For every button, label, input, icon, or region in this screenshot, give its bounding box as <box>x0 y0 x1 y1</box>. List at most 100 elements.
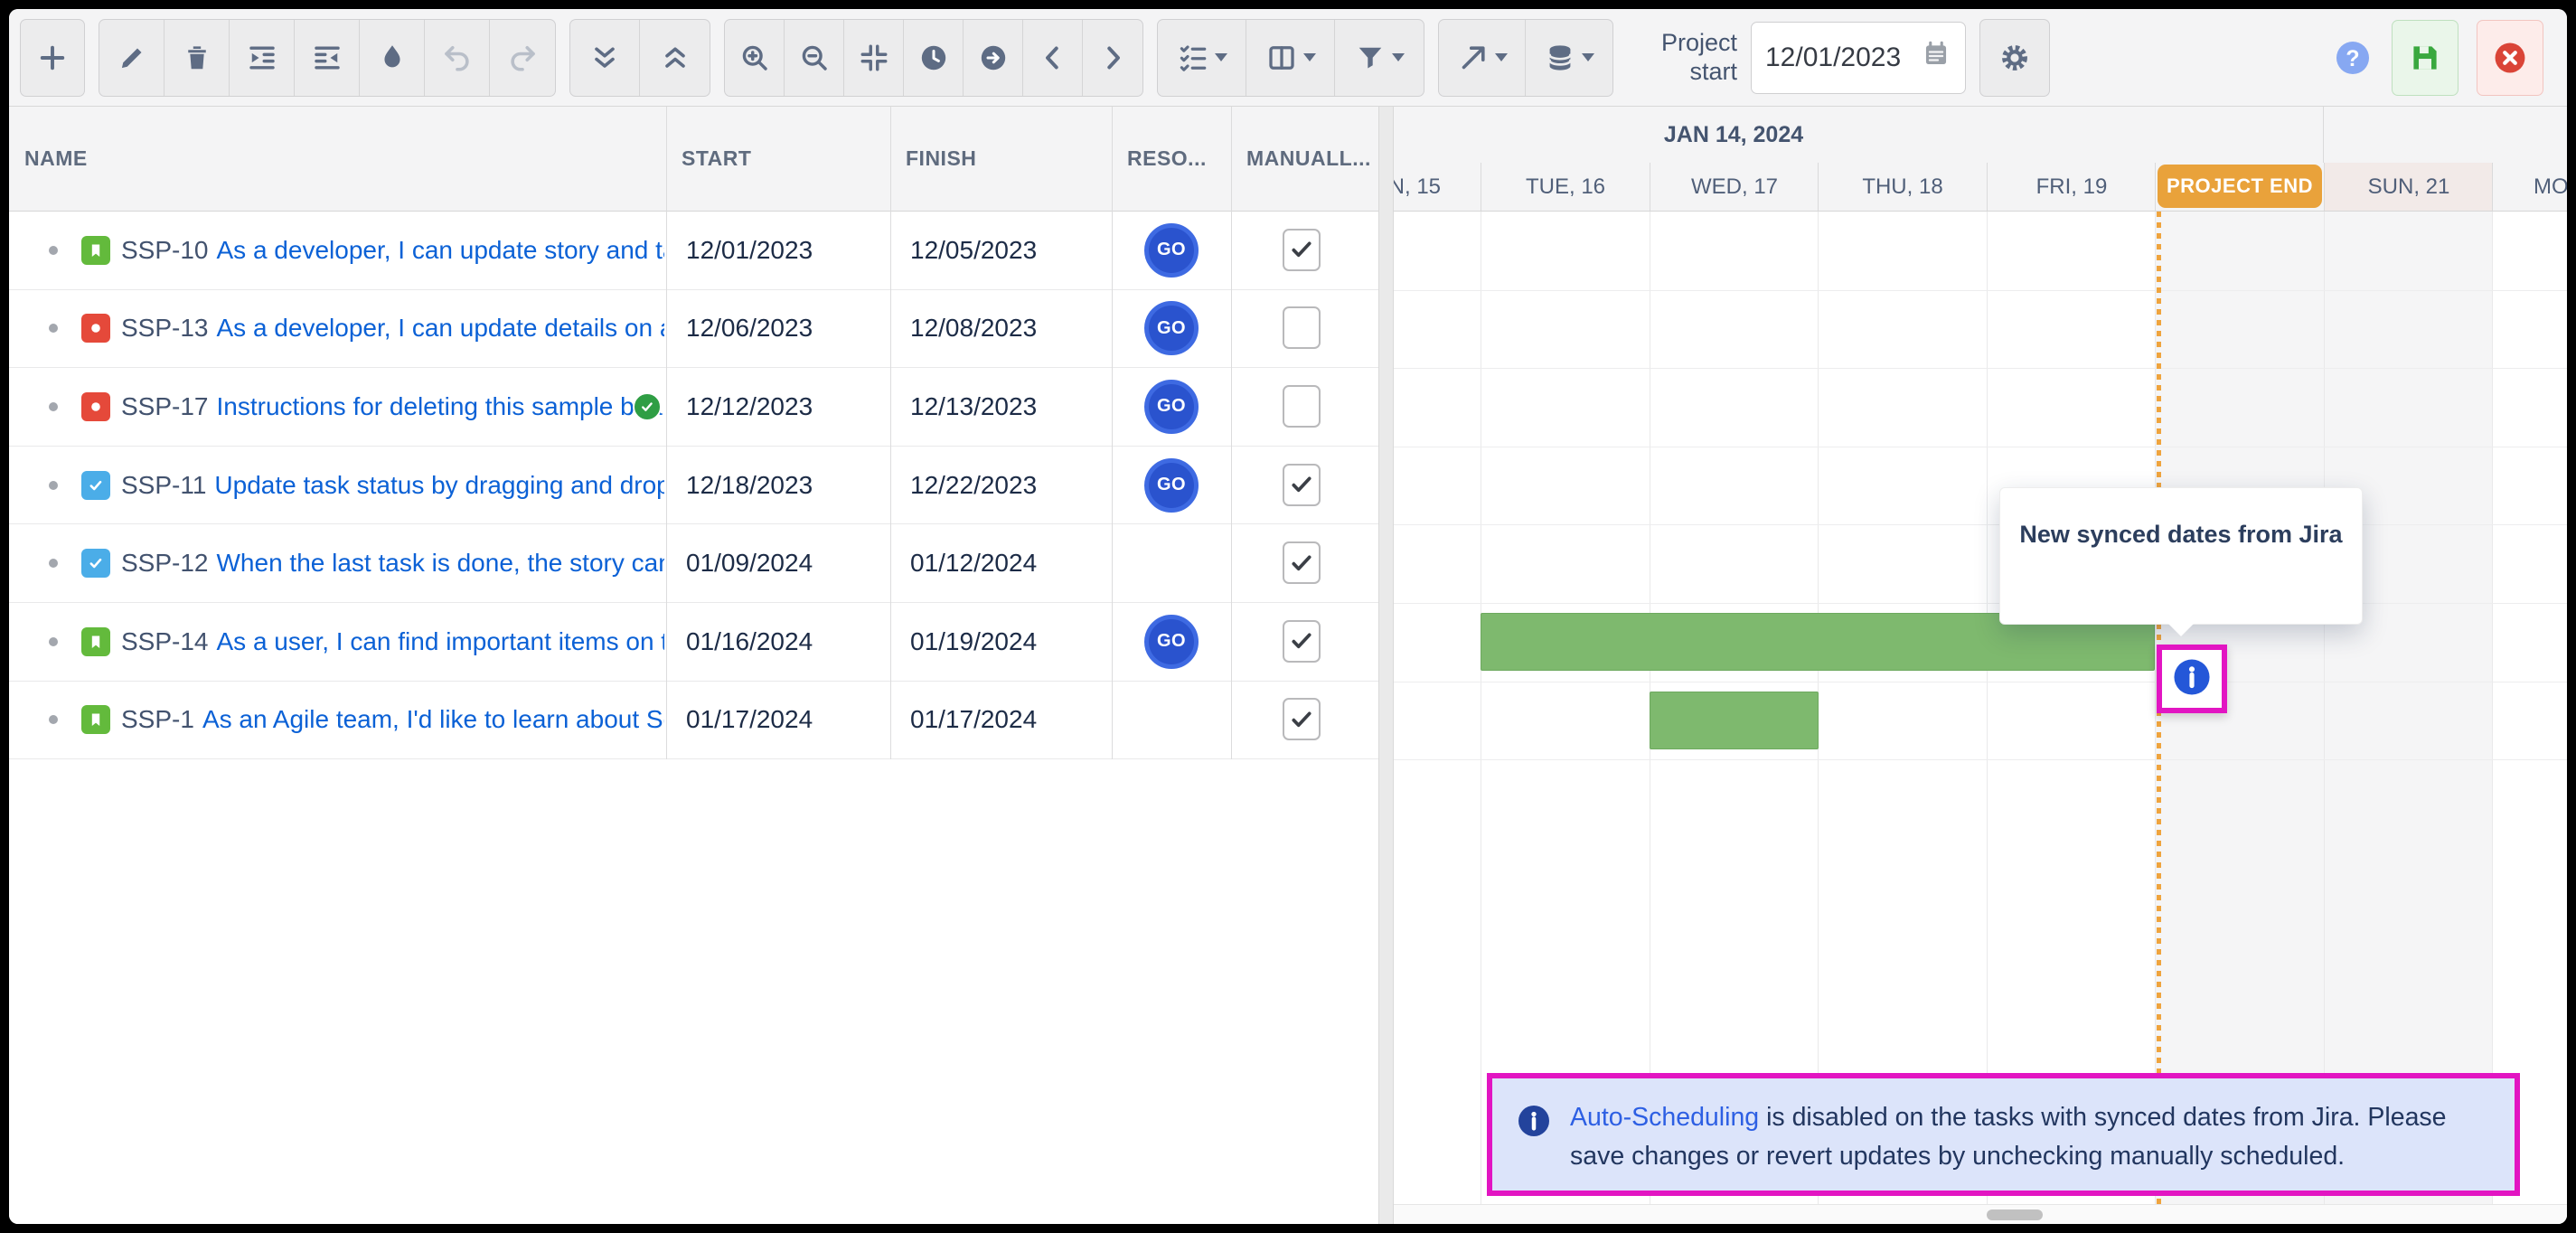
chevron-down-icon <box>1392 53 1405 61</box>
tasks-menu-button[interactable] <box>1158 19 1246 96</box>
scroll-right-button[interactable] <box>1083 20 1142 96</box>
task-name: SSP-1 As an Agile team, I'd like to learn… <box>121 682 664 759</box>
project-end-day-cell: PROJECT END <box>2155 163 2324 211</box>
table-row[interactable]: SSP-14 As a user, I can find important it… <box>9 603 1378 682</box>
expand-all-button[interactable] <box>570 19 640 96</box>
issue-summary-link[interactable]: When the last task is done, the story ca… <box>216 549 665 578</box>
synced-dates-highlight-box <box>2157 645 2227 713</box>
checkbox-check-icon <box>1292 476 1312 493</box>
manually-scheduled-checkbox[interactable] <box>1283 619 1321 663</box>
columns-menu-button[interactable] <box>1246 19 1335 96</box>
floppy-icon <box>2413 45 2437 70</box>
outdent-task-button[interactable] <box>295 19 360 96</box>
issue-summary-link[interactable]: As a user, I can find important items on… <box>216 626 665 655</box>
go-to-icon <box>981 45 1005 70</box>
calendar-icon <box>1925 41 1947 64</box>
table-row[interactable]: SSP-10 As a developer, I can update story… <box>9 212 1378 290</box>
gear-icon <box>2002 44 2027 71</box>
zoom-out-button[interactable] <box>785 19 844 96</box>
row-handle-icon <box>49 245 58 255</box>
story-glyph-icon <box>91 713 100 727</box>
auto-scheduling-link[interactable]: Auto-Scheduling <box>1570 1103 1760 1132</box>
column-header-4[interactable]: MANUALL... <box>1246 146 1371 170</box>
gantt-week-band: JAN 14, 2024 <box>1394 107 2567 163</box>
undo-button[interactable] <box>425 19 490 96</box>
chevron-left-icon <box>1045 46 1058 69</box>
close-button[interactable] <box>2477 19 2543 96</box>
gantt-bar-SSP-1[interactable] <box>1650 692 1819 749</box>
story-type-icon <box>81 705 110 735</box>
project-start-date-input[interactable]: 12/01/2023 <box>1751 21 1966 94</box>
avatar-initials: GO <box>1156 240 1187 260</box>
clear-formatting-button[interactable] <box>360 19 425 96</box>
edit-task-button[interactable] <box>99 19 165 96</box>
collapse-all-button[interactable] <box>640 20 710 96</box>
weekend-column <box>2324 212 2493 1205</box>
table-row[interactable]: SSP-11 Update task status by dragging and… <box>9 446 1378 525</box>
zoom-fit-button[interactable] <box>844 19 904 96</box>
toolbar-right-cluster: ? <box>2332 19 2543 96</box>
column-header-2[interactable]: FINISH <box>906 146 977 170</box>
manually-scheduled-checkbox[interactable] <box>1283 306 1321 350</box>
tooltip-text: New synced dates from Jira <box>2019 521 2343 548</box>
gantt-week-label: JAN 14, 2024 <box>1663 121 1804 147</box>
delete-task-button[interactable] <box>165 19 230 96</box>
table-row[interactable]: SSP-13 As a developer, I can update detai… <box>9 289 1378 369</box>
redo-button[interactable] <box>490 20 555 96</box>
issue-summary-link[interactable]: Instructions for deleting this sample bo… <box>216 391 663 420</box>
chevrons-up-icon <box>664 46 685 68</box>
start-date: 01/09/2024 <box>686 549 813 578</box>
indent-task-button[interactable] <box>230 19 295 96</box>
story-glyph-icon <box>91 635 100 648</box>
issue-summary-link[interactable]: As an Agile team, I'd like to learn abou… <box>202 705 664 734</box>
filter-menu-button[interactable] <box>1335 20 1424 96</box>
project-end-badge: PROJECT END <box>2158 165 2322 208</box>
go-to-task-button[interactable] <box>964 19 1023 96</box>
column-header-0[interactable]: NAME <box>24 146 88 170</box>
day-header-cell: MON, 22 <box>2492 163 2567 211</box>
info-icon[interactable] <box>2171 656 2213 702</box>
checkbox-check-icon <box>1292 555 1312 570</box>
manually-scheduled-checkbox[interactable] <box>1283 463 1321 506</box>
toolbar-group <box>99 18 556 97</box>
toolbar-group <box>1157 18 1424 97</box>
chevron-down-icon <box>1494 53 1508 61</box>
pane-splitter[interactable] <box>1378 107 1394 1224</box>
issue-key: SSP-14 <box>121 626 209 655</box>
start-date: 12/06/2023 <box>686 314 813 343</box>
scroll-left-button[interactable] <box>1023 19 1083 96</box>
project-start-date-value: 12/01/2023 <box>1765 42 1902 72</box>
task-name: SSP-17 Instructions for deleting this sam… <box>121 368 664 446</box>
time-range-button[interactable] <box>904 19 964 96</box>
manually-scheduled-checkbox[interactable] <box>1283 384 1321 428</box>
add-task-button[interactable] <box>21 20 84 96</box>
help-button[interactable]: ? <box>2332 37 2374 79</box>
droplet-icon <box>383 44 400 67</box>
column-divider <box>666 107 667 759</box>
manually-scheduled-checkbox[interactable] <box>1283 541 1321 585</box>
baseline-menu-button[interactable] <box>1526 20 1612 96</box>
save-button[interactable] <box>2392 19 2458 96</box>
scheduling-menu-button[interactable] <box>1439 19 1526 96</box>
week-divider <box>2323 107 2324 163</box>
assignee-avatar: GO <box>1144 379 1199 434</box>
table-row[interactable]: SSP-1 As an Agile team, I'd like to learn… <box>9 681 1378 760</box>
banner-message: is disabled on the tasks with synced dat… <box>1570 1103 2447 1171</box>
task-list-icon <box>1180 44 1206 71</box>
scrollbar-thumb[interactable] <box>1987 1209 2043 1220</box>
day-header-cell: MON, 15 <box>1394 163 1481 211</box>
manually-scheduled-checkbox[interactable] <box>1283 698 1321 741</box>
column-header-1[interactable]: START <box>682 146 752 170</box>
manually-scheduled-checkbox[interactable] <box>1283 228 1321 271</box>
chevron-right-icon <box>1107 46 1120 69</box>
column-header-3[interactable]: RESO... <box>1127 146 1207 170</box>
issue-summary-link[interactable]: Update task status by dragging and dropp… <box>214 470 664 499</box>
settings-button[interactable] <box>1980 20 2049 96</box>
table-row[interactable]: SSP-17 Instructions for deleting this sam… <box>9 368 1378 447</box>
issue-summary-link[interactable]: As a developer, I can update story and t… <box>216 235 665 264</box>
issue-summary-link[interactable]: As a developer, I can update details on … <box>216 314 665 343</box>
zoom-in-button[interactable] <box>725 19 785 96</box>
resolved-badge-icon <box>633 391 662 421</box>
table-row[interactable]: SSP-12 When the last task is done, the st… <box>9 524 1378 603</box>
start-date: 01/16/2024 <box>686 626 813 655</box>
